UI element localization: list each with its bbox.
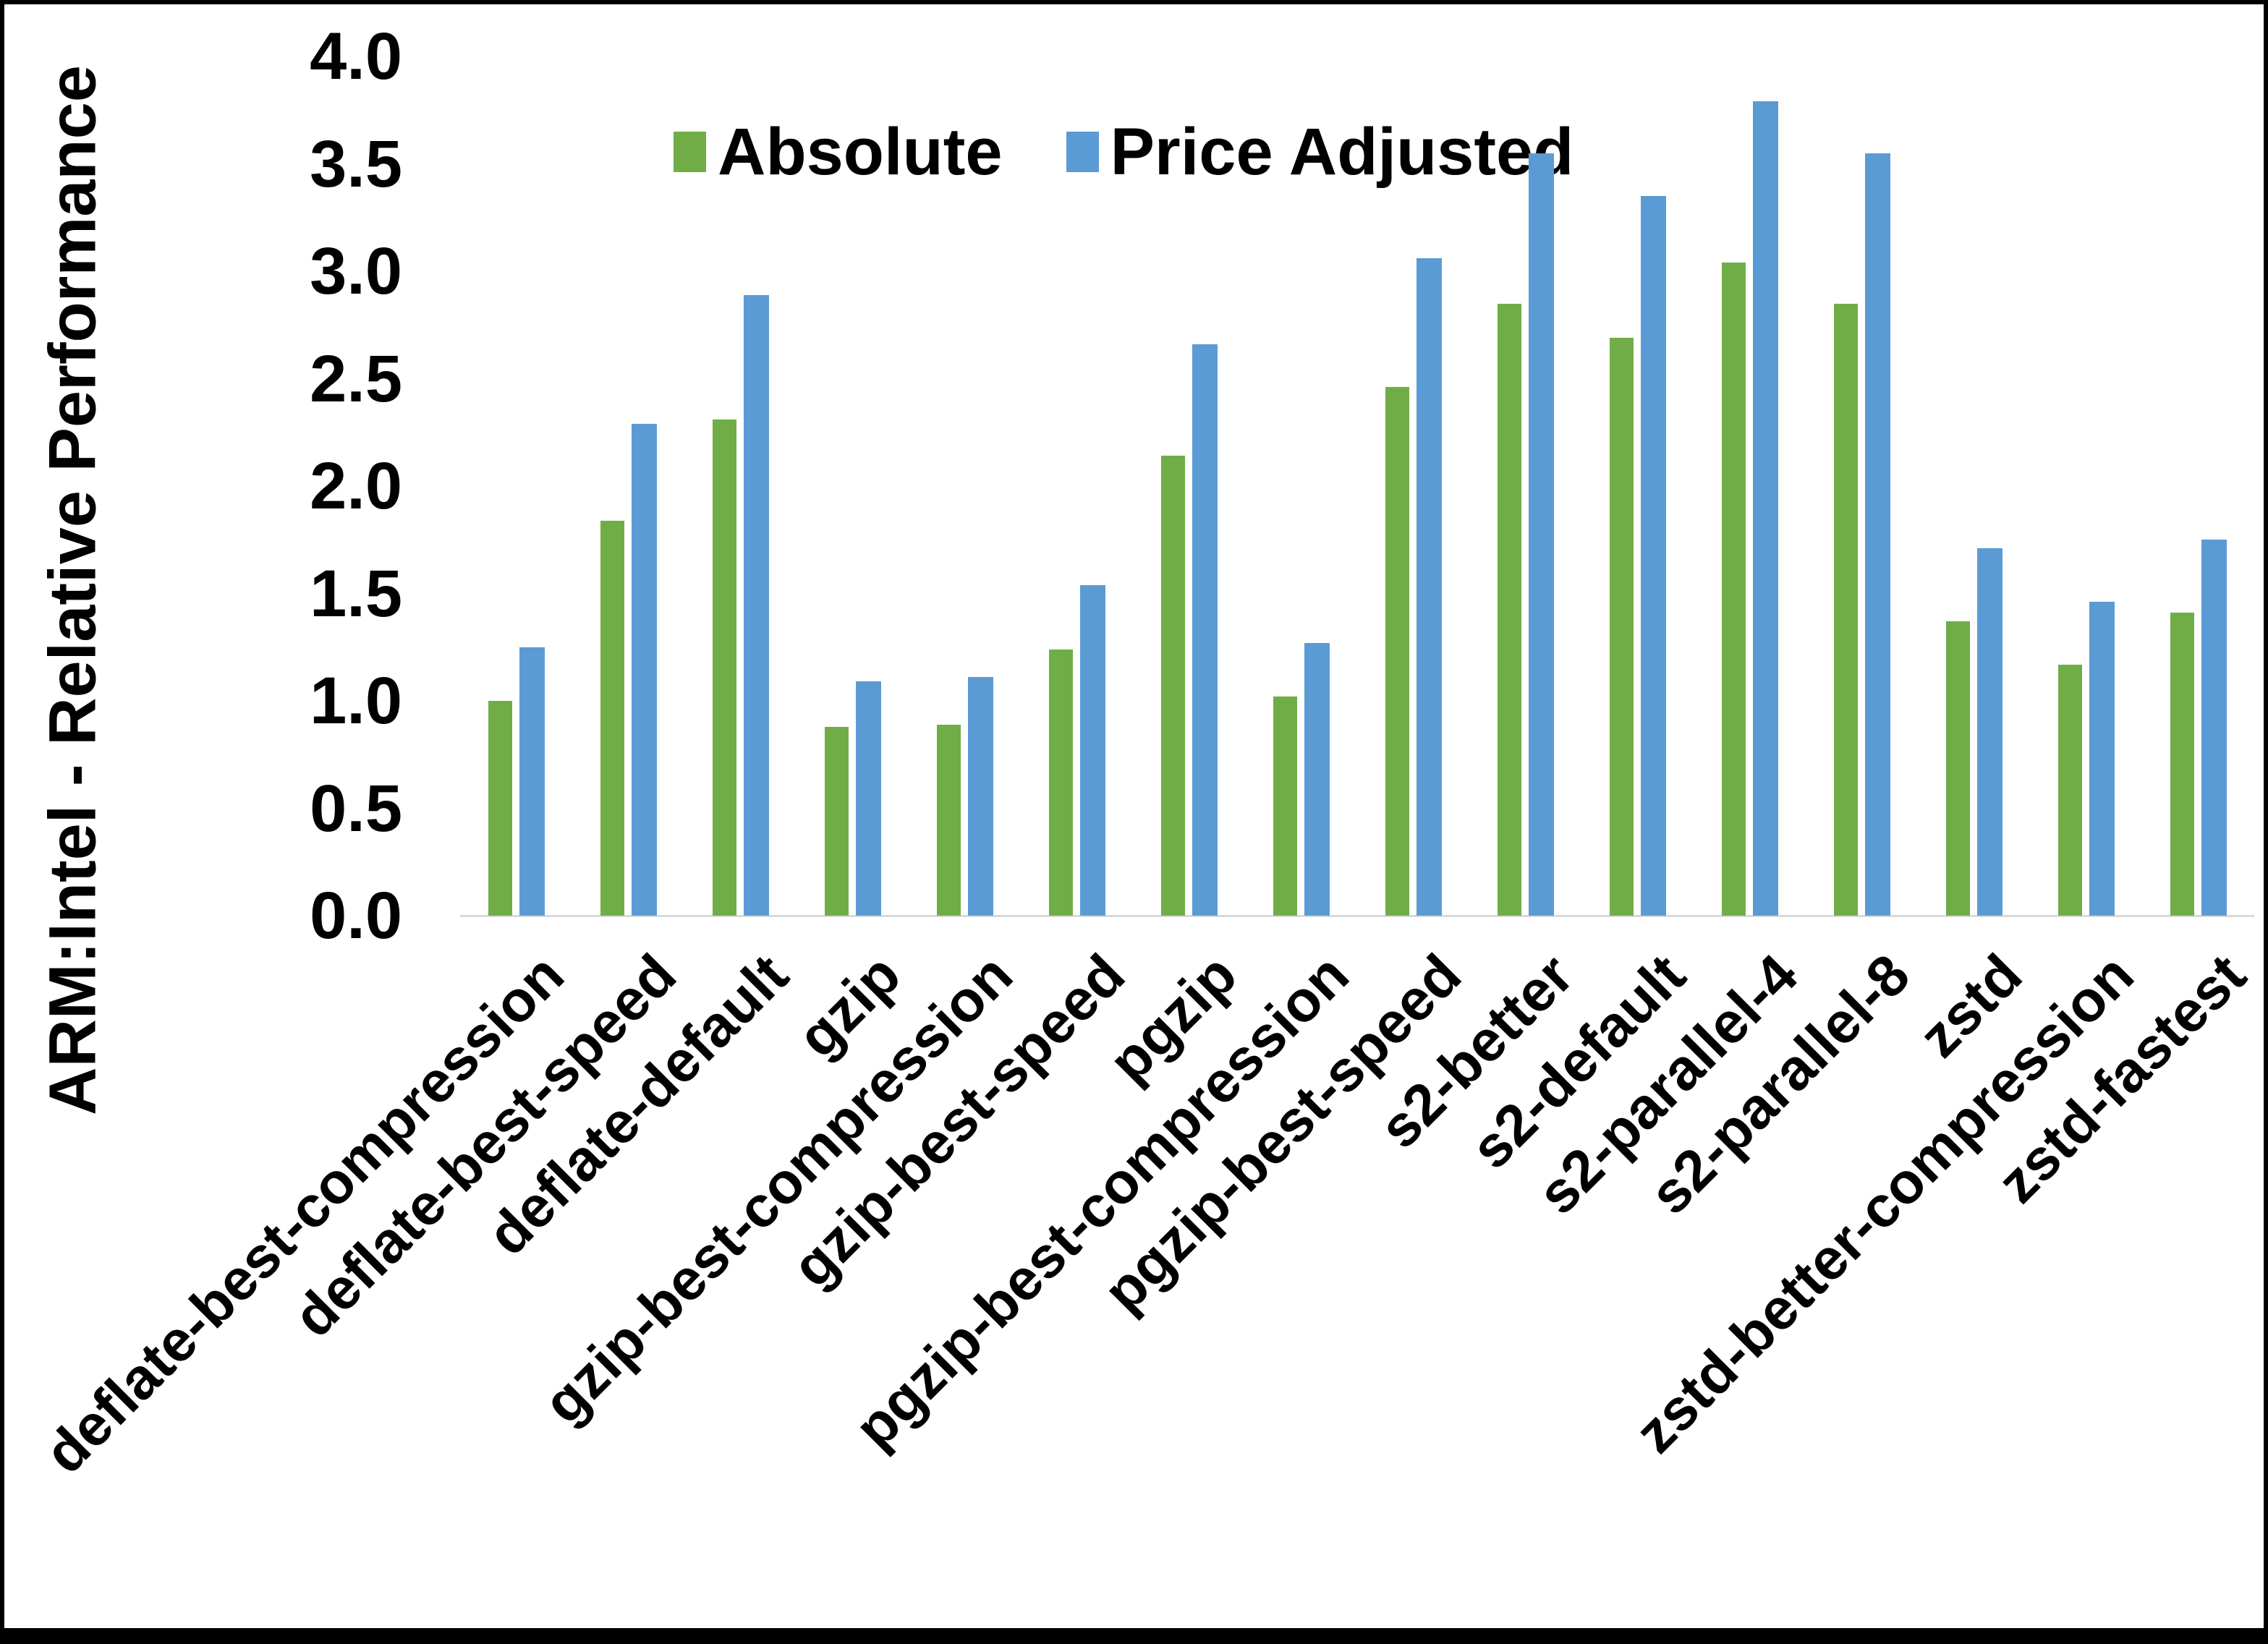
legend-item-price-adjusted: Price Adjusted [1066,115,1574,189]
bar-price-adjusted-zstd-fastest [2201,540,2227,916]
bar-price-adjusted-s2-parallel-4 [1752,101,1778,916]
bar-absolute-deflate-default [712,419,736,916]
bar-absolute-s2-default [1609,338,1634,916]
plot-area: 0.0 0.5 1.0 1.5 2.0 2.5 3.0 3.5 4.0 deflate-best-… [4,4,2264,1640]
y-tick-label-1.0: 1.0 [310,664,402,738]
bar-price-adjusted-deflate-best-compression [519,647,545,916]
y-tick-label-1.5: 1.5 [310,556,402,631]
legend-swatch-absolute [674,132,706,172]
bar-price-adjusted-pgzip [1192,344,1218,916]
y-tick-label-2.0: 2.0 [310,449,402,523]
legend: Absolute Price Adjusted [674,119,1573,185]
bottom-border-bar [4,1628,2264,1640]
bar-absolute-deflate-best-compression [488,701,512,916]
bar-price-adjusted-pgzip-best-compression [1304,642,1330,916]
bar-absolute-gzip-best-speed [1048,649,1073,916]
bar-price-adjusted-deflate-default [743,294,769,916]
bar-price-adjusted-gzip [855,681,881,916]
y-tick-label-0.0: 0.0 [310,879,402,953]
bar-price-adjusted-gzip-best-speed [1079,584,1105,916]
legend-item-absolute: Absolute [674,119,1003,185]
y-tick-label-4.0: 4.0 [310,20,402,93]
bar-price-adjusted-s2-default [1640,196,1666,916]
legend-label-absolute: Absolute [718,115,1003,189]
y-tick-label-3.5: 3.5 [310,127,402,201]
bar-price-adjusted-deflate-best-speed [631,423,657,916]
bar-absolute-deflate-best-speed [600,520,624,916]
bar-price-adjusted-s2-better [1528,153,1554,916]
bar-absolute-s2-parallel-4 [1721,263,1746,916]
bar-price-adjusted-s2-parallel-8 [1864,153,1890,916]
bar-absolute-s2-better [1497,303,1521,916]
bar-price-adjusted-pgzip-best-speed [1416,258,1442,916]
bar-absolute-zstd [1945,621,1970,916]
bar-absolute-pgzip-best-compression [1273,697,1297,916]
y-tick-label-3.0: 3.0 [310,234,402,308]
bar-absolute-gzip [824,726,849,916]
bar-absolute-zstd-fastest [2170,613,2194,916]
bar-price-adjusted-gzip-best-compression [967,677,993,916]
bar-price-adjusted-zstd [1976,548,2002,916]
bar-absolute-pgzip [1160,456,1185,916]
legend-swatch-price-adjusted [1066,132,1099,172]
x-axis-line [460,915,2254,917]
legend-label-price-adjusted: Price Adjusted [1110,115,1574,189]
bar-absolute-zstd-better-compression [2057,664,2082,916]
bar-absolute-pgzip-best-speed [1385,387,1409,916]
y-tick-label-2.5: 2.5 [310,341,402,416]
bar-price-adjusted-zstd-better-compression [2089,602,2115,916]
y-tick-label-0.5: 0.5 [310,771,402,846]
bar-absolute-s2-parallel-8 [1833,303,1858,916]
bar-absolute-gzip-best-compression [936,724,961,916]
